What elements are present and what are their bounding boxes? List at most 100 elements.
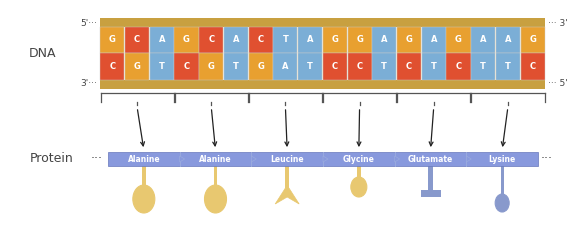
Polygon shape [395,156,400,162]
Text: T: T [233,62,239,71]
Text: 3'···: 3'··· [80,79,97,88]
Bar [174,53,198,80]
Text: ··· 3': ··· 3' [548,19,568,28]
Bar [214,166,217,188]
Text: A: A [480,35,486,45]
Bar [100,18,545,27]
Bar [471,53,495,80]
Bar [100,27,545,80]
Bar [446,53,471,80]
Bar [174,27,198,53]
Bar [298,53,322,80]
Text: G: G [406,35,412,45]
Text: Protein: Protein [30,153,74,165]
Text: T: T [431,62,436,71]
Text: T: T [505,62,511,71]
Bar [273,27,297,53]
Bar [100,53,125,80]
Text: 5'···: 5'··· [80,19,97,28]
Text: G: G [109,35,116,45]
Bar [150,53,174,80]
Text: A: A [505,35,511,45]
Bar [496,53,520,80]
Ellipse shape [351,177,367,197]
Text: G: G [257,62,264,71]
Text: C: C [455,62,462,71]
Polygon shape [323,156,328,162]
Text: G: G [356,35,363,45]
Bar [100,27,125,53]
Bar [372,53,396,80]
Bar [372,27,396,53]
Text: G: G [529,35,536,45]
Polygon shape [466,156,471,162]
Bar [224,27,248,53]
Bar [249,53,273,80]
Bar [298,27,322,53]
Text: C: C [134,35,140,45]
Text: C: C [208,35,214,45]
Text: C: C [332,62,338,71]
Text: C: C [109,62,116,71]
Text: Leucine: Leucine [271,154,304,164]
Text: G: G [455,35,462,45]
Text: G: G [183,35,190,45]
Ellipse shape [495,194,509,212]
Ellipse shape [205,185,227,213]
Text: G: G [331,35,338,45]
Bar [422,53,446,80]
Text: Alanine: Alanine [128,154,160,164]
Bar [428,166,433,190]
Bar [422,27,446,53]
Bar [142,166,146,188]
Bar [249,27,273,53]
Polygon shape [180,156,185,162]
Bar [125,53,149,80]
Bar [100,80,545,89]
Bar [323,27,347,53]
Text: G: G [134,62,141,71]
Bar [496,27,520,53]
Text: G: G [208,62,214,71]
Bar [224,53,248,80]
Text: C: C [406,62,412,71]
Bar [199,27,223,53]
Text: A: A [158,35,165,45]
Text: A: A [381,35,388,45]
Text: ···: ··· [541,153,553,165]
Text: T: T [382,62,387,71]
Polygon shape [275,188,299,204]
Text: C: C [356,62,363,71]
Text: DNA: DNA [28,47,55,60]
Bar [323,53,347,80]
Bar [285,166,289,188]
Text: Alanine: Alanine [199,154,232,164]
Bar [446,27,471,53]
Ellipse shape [133,185,155,213]
Text: C: C [257,35,264,45]
Text: ···: ··· [91,153,103,165]
Bar [420,190,440,197]
Text: A: A [431,35,437,45]
Text: T: T [283,35,288,45]
Text: C: C [530,62,536,71]
Text: A: A [282,62,289,71]
Text: T: T [159,62,165,71]
Bar [500,166,504,196]
Bar [125,27,149,53]
Text: A: A [233,35,239,45]
Bar [521,27,545,53]
Bar [108,152,538,166]
Text: A: A [307,35,313,45]
Text: Glutamate: Glutamate [408,154,453,164]
Text: T: T [480,62,486,71]
Polygon shape [251,156,256,162]
Bar [348,53,372,80]
Text: ··· 5': ··· 5' [548,79,568,88]
Text: C: C [184,62,189,71]
Bar [273,53,297,80]
Bar [471,27,495,53]
Text: Lysine: Lysine [488,154,516,164]
Bar [199,53,223,80]
Bar [397,53,421,80]
